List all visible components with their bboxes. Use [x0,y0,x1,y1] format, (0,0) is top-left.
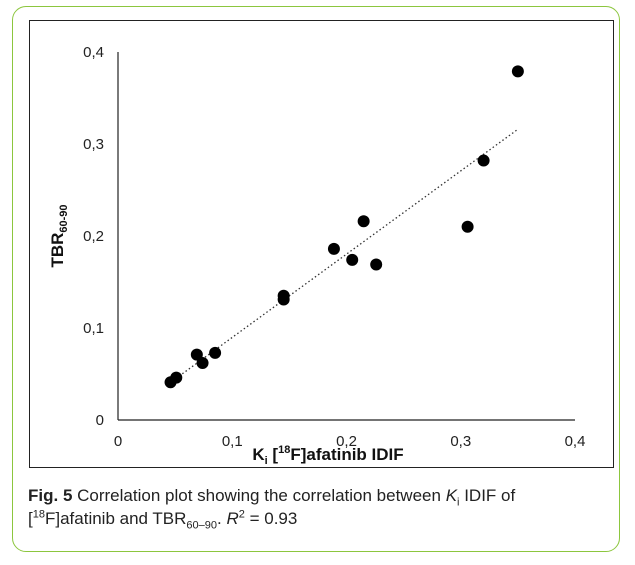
x-tick-label: 0,2 [336,433,357,450]
chart-border [29,20,614,468]
data-point [209,346,222,359]
y-tick-label: 0,2 [83,228,104,245]
y-axis-label: TBR60-90 [48,204,70,267]
data-point [327,242,340,255]
data-point [461,220,474,233]
trend-line [169,128,519,384]
data-point [511,65,524,78]
data-point [346,253,359,266]
data-point [170,371,183,384]
x-tick-label: 0,4 [565,433,586,450]
figure-caption: Fig. 5 Correlation plot showing the corr… [28,486,516,532]
y-tick-label: 0,4 [83,44,104,61]
x-tick-label: 0 [114,433,122,450]
x-axis-label: Ki [18F]afatinib IDIF [252,444,403,467]
x-tick-label: 0,1 [222,433,243,450]
figure-frame [12,6,620,552]
y-tick-label: 0,3 [83,136,104,153]
data-point [357,215,370,228]
scatter-chart: 0 0,1 0,2 0,3 0,4 0 0,1 0,2 0,3 0,4 Ki [18F]afat… [48,44,586,467]
x-tick-label: 0,3 [450,433,471,450]
data-point [370,258,383,271]
data-point [196,356,209,369]
data-point [277,293,290,306]
y-tick-label: 0,1 [83,320,104,337]
data-point [477,154,490,167]
figure-number: Fig. 5 [28,486,73,505]
y-tick-label: 0 [96,412,104,429]
